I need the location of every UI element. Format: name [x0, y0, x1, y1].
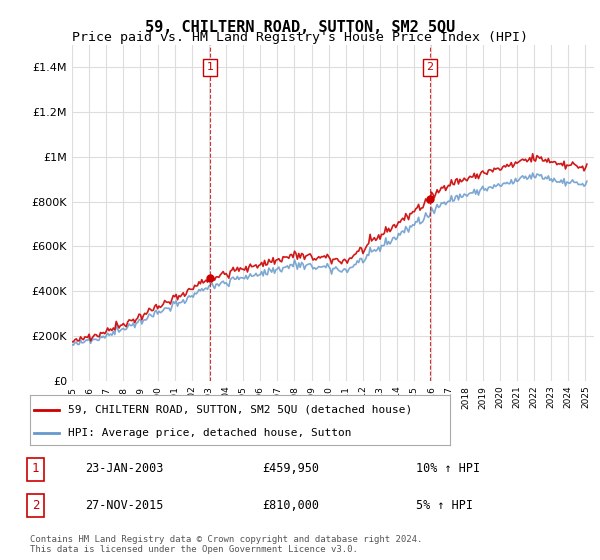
Text: 1: 1 [32, 463, 39, 475]
Text: 5% ↑ HPI: 5% ↑ HPI [416, 499, 473, 512]
Text: £810,000: £810,000 [262, 499, 319, 512]
Text: £459,950: £459,950 [262, 463, 319, 475]
Text: HPI: Average price, detached house, Sutton: HPI: Average price, detached house, Sutt… [68, 428, 352, 437]
Text: 2: 2 [32, 499, 39, 512]
Text: 59, CHILTERN ROAD, SUTTON, SM2 5QU (detached house): 59, CHILTERN ROAD, SUTTON, SM2 5QU (deta… [68, 405, 412, 415]
Text: 1: 1 [206, 62, 214, 72]
Text: 2: 2 [426, 62, 433, 72]
Text: 27-NOV-2015: 27-NOV-2015 [85, 499, 164, 512]
Text: Price paid vs. HM Land Registry's House Price Index (HPI): Price paid vs. HM Land Registry's House … [72, 31, 528, 44]
Text: 10% ↑ HPI: 10% ↑ HPI [416, 463, 481, 475]
Text: 59, CHILTERN ROAD, SUTTON, SM2 5QU: 59, CHILTERN ROAD, SUTTON, SM2 5QU [145, 20, 455, 35]
Text: 23-JAN-2003: 23-JAN-2003 [85, 463, 164, 475]
Text: Contains HM Land Registry data © Crown copyright and database right 2024.
This d: Contains HM Land Registry data © Crown c… [30, 535, 422, 554]
